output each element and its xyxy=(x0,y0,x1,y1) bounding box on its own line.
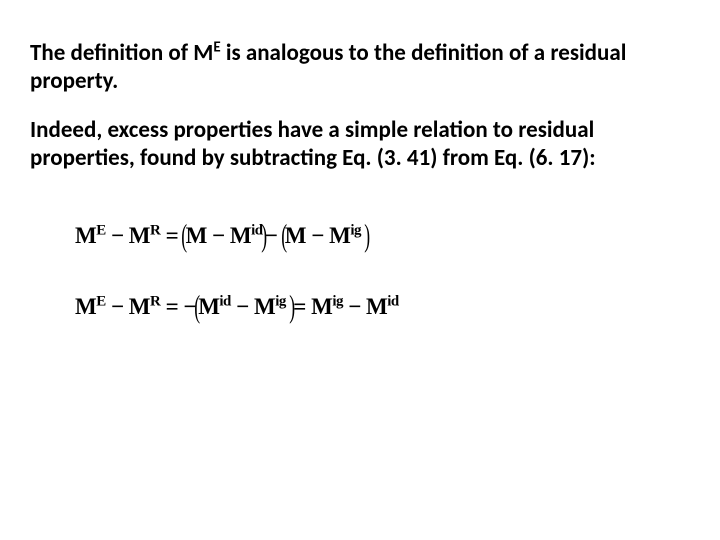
paragraph-2: Indeed, excess properties have a simple … xyxy=(30,117,690,172)
eq1-t2b-sup: ig xyxy=(350,223,361,239)
eq2-r2: M xyxy=(366,294,387,319)
eq2-t1b-sup: ig xyxy=(275,294,286,310)
eq1-mid-minus: − xyxy=(265,223,283,248)
slide: The definition of ME is analogous to the… xyxy=(0,0,720,540)
eq1-lhs-b: M xyxy=(129,223,150,248)
eq2-minus: − xyxy=(106,294,129,319)
eq2-r1-sup: ig xyxy=(332,294,343,310)
eq2-r1: M xyxy=(311,294,332,319)
equations-block: ME − MR = (M − Mid)− (M − Mig ) ME − MR … xyxy=(30,217,690,325)
equation-2: ME − MR = −(Mid − Mig )= Mig − Mid xyxy=(75,288,690,325)
eq2-t1a: M xyxy=(198,294,219,319)
eq1-rparen2: ) xyxy=(364,217,370,254)
equation-1: ME − MR = (M − Mid)− (M − Mig ) xyxy=(75,217,690,254)
para1-text-a: The definition of M xyxy=(30,39,213,67)
eq1-t1b: M xyxy=(230,223,251,248)
eq1-t1a: M xyxy=(186,223,207,248)
eq1-t2b: M xyxy=(329,223,350,248)
eq1-minus: − xyxy=(106,223,129,248)
eq1-equals: = xyxy=(160,223,183,248)
eq2-r-minus: − xyxy=(343,294,366,319)
eq1-t2a: M xyxy=(285,223,306,248)
paragraph-1: The definition of ME is analogous to the… xyxy=(30,40,690,95)
eq2-equals2: = xyxy=(293,294,311,319)
eq2-lhs-a: M xyxy=(75,294,96,319)
eq2-equals: = − xyxy=(160,294,196,319)
eq2-rparen: ) xyxy=(289,288,295,325)
eq1-t1-minus: − xyxy=(207,223,230,248)
eq2-lhs-a-sup: E xyxy=(96,294,105,310)
eq2-lhs-b-sup: R xyxy=(150,294,160,310)
eq2-lparen: ( xyxy=(194,288,200,325)
eq2-r2-sup: id xyxy=(387,294,398,310)
eq1-lparen1: ( xyxy=(182,217,188,254)
eq1-lparen2: ( xyxy=(281,217,287,254)
eq1-rparen1: ) xyxy=(261,217,267,254)
eq2-lhs-b: M xyxy=(129,294,150,319)
para1-sup: E xyxy=(213,38,220,56)
eq2-t1a-sup: id xyxy=(219,294,230,310)
eq1-lhs-a-sup: E xyxy=(96,223,105,239)
eq2-t1b: M xyxy=(254,294,275,319)
eq1-lhs-a: M xyxy=(75,223,96,248)
eq2-t1-minus: − xyxy=(231,294,254,319)
eq1-lhs-b-sup: R xyxy=(150,223,160,239)
eq1-t2-minus: − xyxy=(306,223,329,248)
